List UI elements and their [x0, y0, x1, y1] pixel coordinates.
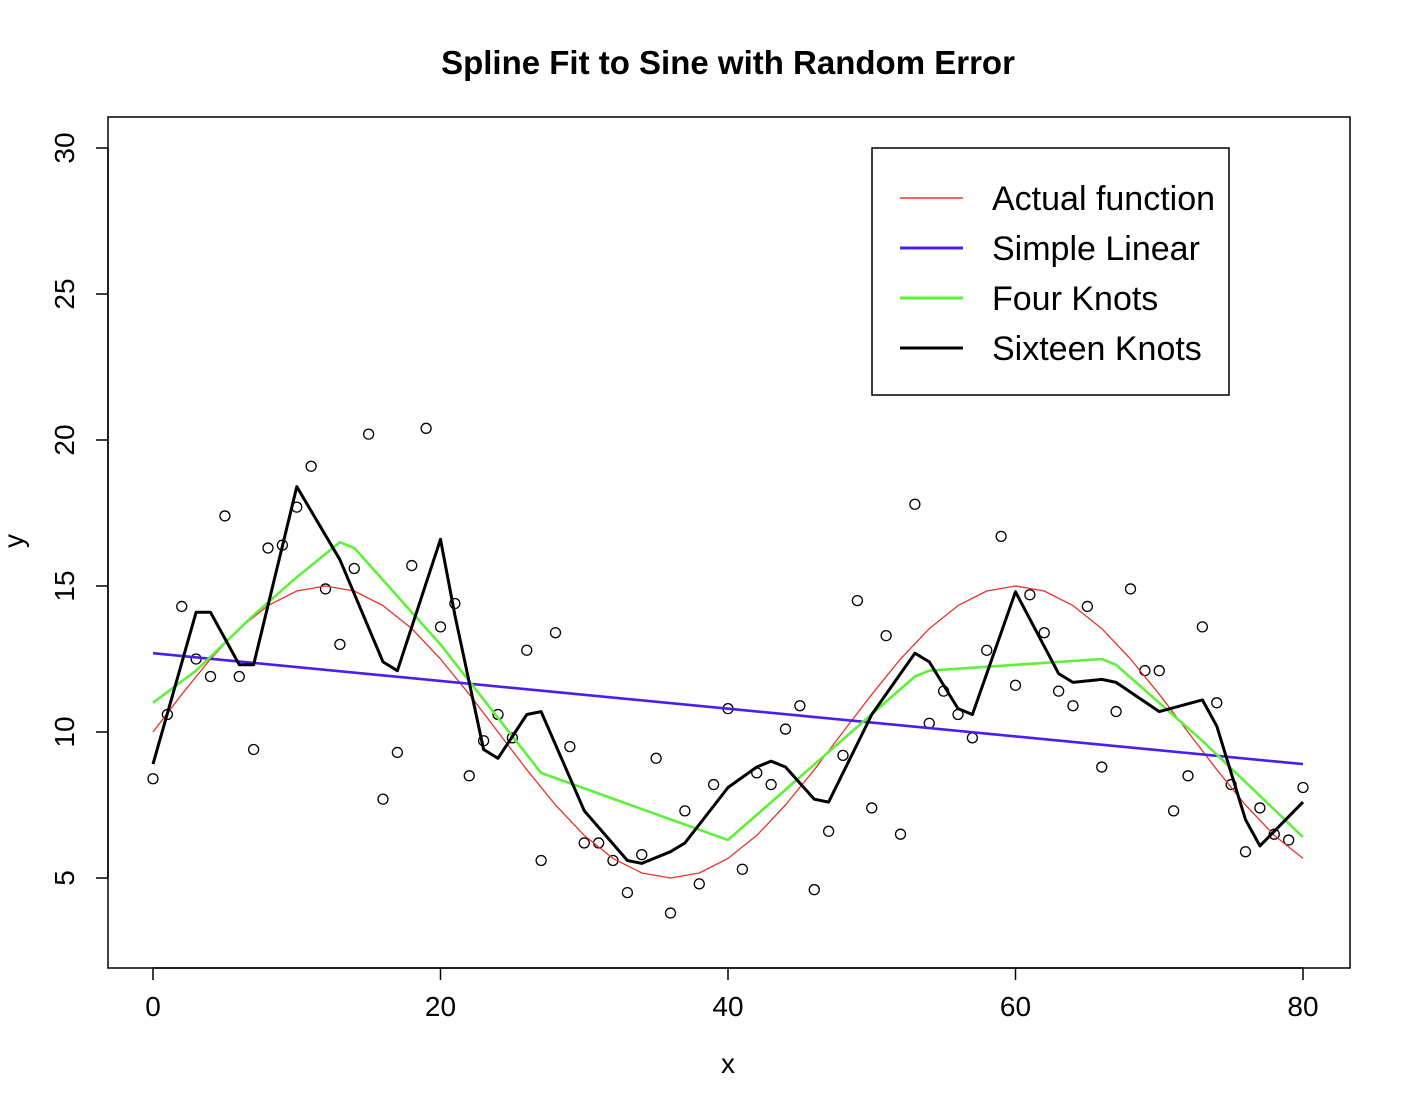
data-point: [837, 749, 849, 762]
data-point: [1067, 700, 1079, 712]
data-point: [434, 621, 447, 633]
data-point: [578, 837, 590, 849]
data-point: [650, 752, 662, 764]
data-point: [535, 854, 547, 867]
data-point: [822, 825, 835, 837]
data-point: [1297, 781, 1309, 794]
data-point: [334, 638, 346, 651]
legend-label: Four Knots: [992, 280, 1158, 318]
data-point: [262, 542, 274, 554]
legend-label: Simple Linear: [992, 230, 1200, 268]
data-point: [506, 732, 519, 744]
data-point: [736, 863, 749, 875]
data-point: [319, 583, 332, 595]
data-point: [1182, 770, 1194, 782]
y-tick-label: 10: [49, 716, 80, 747]
data-point: [1009, 679, 1022, 691]
data-point: [1081, 600, 1094, 613]
data-point: [1052, 685, 1065, 697]
data-point: [794, 700, 806, 712]
data-point: [880, 629, 892, 642]
data-point: [219, 510, 231, 522]
legend-label: Actual function: [992, 180, 1215, 218]
y-axis-label: y: [0, 534, 29, 548]
data-point: [1024, 589, 1036, 601]
data-point: [1139, 665, 1151, 677]
data-point: [377, 793, 389, 805]
x-tick-label: 40: [712, 991, 743, 1022]
data-point: [1038, 627, 1050, 639]
data-point: [521, 644, 533, 656]
series-line-four-knots: [152, 540, 1304, 842]
data-point: [1282, 834, 1295, 846]
legend-label: Sixteen Knots: [992, 330, 1202, 368]
data-point: [362, 428, 375, 440]
data-point: [679, 805, 691, 817]
chart-title: Spline Fit to Sine with Random Error: [441, 44, 1015, 81]
data-point: [894, 828, 907, 840]
data-point: [693, 878, 705, 890]
legend-box: [871, 147, 1230, 396]
data-point: [909, 498, 921, 510]
data-point: [233, 670, 245, 683]
data-point: [765, 778, 777, 791]
data-point: [204, 670, 217, 683]
data-point: [348, 562, 360, 575]
series-line-actual-function: [152, 585, 1304, 879]
data-point: [966, 732, 979, 744]
data-point: [866, 802, 878, 814]
y-tick-label: 20: [49, 424, 80, 455]
data-point: [995, 530, 1007, 543]
data-point: [420, 422, 432, 434]
data-point: [851, 594, 864, 607]
data-point: [1196, 621, 1209, 633]
data-point: [621, 886, 634, 899]
data-point: [391, 746, 404, 759]
data-point: [147, 773, 159, 785]
data-point: [564, 740, 576, 753]
x-tick-label: 80: [1287, 991, 1318, 1022]
series-line-simple-linear: [152, 651, 1304, 766]
data-point: [1239, 846, 1252, 858]
data-point: [549, 627, 562, 639]
x-tick-label: 20: [425, 991, 456, 1022]
data-point: [1254, 802, 1266, 814]
data-point: [707, 778, 720, 791]
data-point: [1153, 665, 1165, 677]
data-point: [664, 907, 677, 919]
data-point: [1124, 583, 1137, 595]
series-lines: [151, 485, 1305, 879]
data-point: [463, 770, 475, 782]
y-tick-label: 5: [49, 870, 80, 886]
data-point: [1167, 805, 1180, 817]
data-point: [1110, 705, 1122, 718]
data-point: [779, 723, 792, 735]
data-point: [305, 460, 317, 472]
x-axis-label: x: [721, 1048, 735, 1079]
y-tick-label: 15: [49, 570, 80, 601]
axes: 0 20 40 60 80 5 10 15 20 25 30: [49, 132, 1319, 1022]
data-point: [1211, 697, 1223, 709]
y-tick-label: 30: [49, 132, 80, 163]
y-tick-label: 25: [49, 278, 80, 309]
data-point: [247, 743, 260, 756]
x-tick-label: 0: [145, 991, 161, 1022]
series-line-sixteen-knots: [151, 485, 1305, 865]
data-point: [1096, 761, 1108, 773]
legend: Actual function Simple Linear Four Knots Si…: [871, 147, 1230, 396]
x-tick-label: 60: [1000, 991, 1031, 1022]
data-point: [981, 644, 993, 656]
data-point: [808, 884, 820, 896]
data-point: [176, 600, 188, 613]
data-point: [636, 848, 648, 861]
data-point: [406, 559, 418, 572]
